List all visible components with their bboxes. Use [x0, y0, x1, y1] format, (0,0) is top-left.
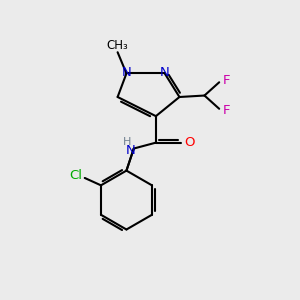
Text: N: N: [122, 66, 131, 80]
Text: O: O: [184, 136, 194, 149]
Text: CH₃: CH₃: [107, 39, 128, 52]
Text: Cl: Cl: [69, 169, 82, 182]
Text: F: F: [223, 74, 230, 87]
Text: F: F: [223, 104, 230, 117]
Text: H: H: [123, 137, 131, 147]
Text: N: N: [126, 144, 136, 158]
Text: N: N: [160, 66, 169, 80]
